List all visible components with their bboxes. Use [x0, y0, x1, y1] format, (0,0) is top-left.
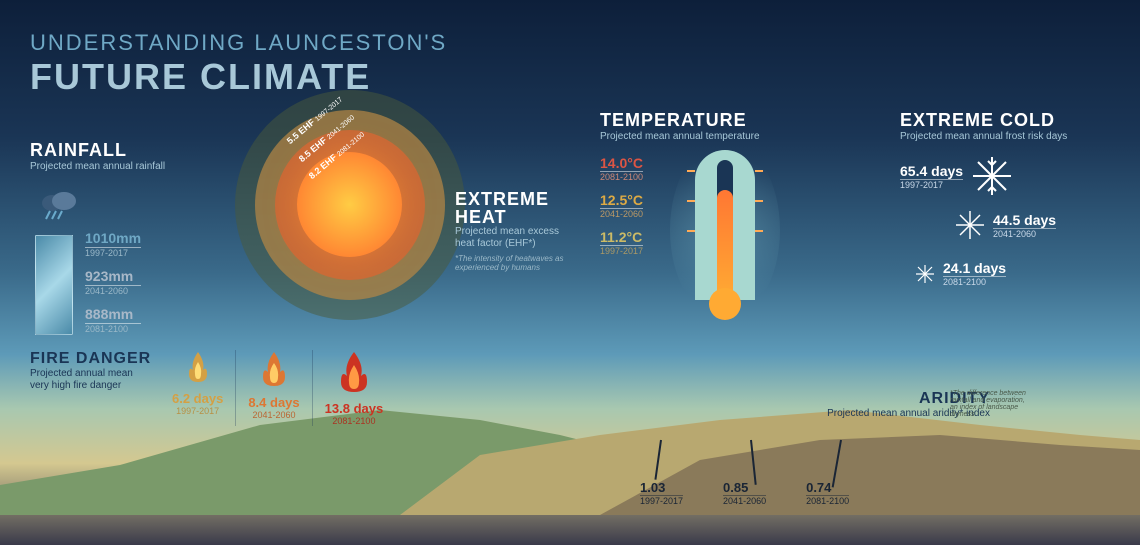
rainfall-row: 1010mm 1997-2017: [85, 230, 141, 258]
cold-value: 24.1 days: [943, 260, 1006, 277]
fire-value: 13.8 days: [325, 401, 384, 416]
aridity-value: 0.74: [806, 480, 849, 496]
snowflake-icon: [915, 264, 935, 284]
section-extreme-heat: 5.5 EHF 1997-2017 8.5 EHF 2041-2060 8.2 …: [230, 85, 490, 345]
aridity-col: 1.03 1997-2017: [640, 480, 683, 506]
cold-value: 65.4 days: [900, 163, 963, 180]
aridity-value: 1.03: [640, 480, 683, 496]
rainfall-subtitle: Projected mean annual rainfall: [30, 161, 210, 173]
temperature-row: 14.0°C 2081-2100: [600, 155, 643, 182]
fire-period: 2081-2100: [325, 416, 384, 426]
fire-columns: 6.2 days 1997-2017 8.4 days 2041-2060 13…: [160, 350, 395, 426]
rain-cloud-icon: [38, 191, 78, 221]
rainfall-row: 888mm 2081-2100: [85, 306, 141, 334]
snowflake-icon: [971, 155, 1013, 197]
rainfall-bar: [35, 235, 73, 335]
cold-row: 65.4 days 1997-2017: [900, 155, 1013, 197]
aridity-value: 0.85: [723, 480, 766, 496]
fire-col: 6.2 days 1997-2017: [160, 350, 235, 426]
header-line1: UNDERSTANDING LAUNCESTON'S: [30, 30, 447, 56]
temperature-title: TEMPERATURE: [600, 110, 850, 131]
fire-period: 2041-2060: [248, 410, 299, 420]
rainfall-period: 2041-2060: [85, 286, 141, 296]
rainfall-value: 923mm: [85, 268, 141, 286]
rainfall-row: 923mm 2041-2060: [85, 268, 141, 296]
section-fire-danger: FIRE DANGER Projected annual mean very h…: [30, 350, 450, 392]
fire-value: 8.4 days: [248, 395, 299, 410]
extreme-cold-subtitle: Projected mean annual frost risk days: [900, 131, 1130, 143]
temperature-value: 12.5°C: [600, 192, 643, 209]
section-rainfall: RAINFALL Projected mean annual rainfall …: [30, 140, 210, 226]
fire-col: 13.8 days 2081-2100: [312, 350, 396, 426]
fire-period: 1997-2017: [172, 406, 223, 416]
extreme-heat-title: EXTREME HEAT: [455, 190, 575, 226]
aridity-period: 2081-2100: [806, 496, 849, 506]
temperature-value: 14.0°C: [600, 155, 643, 172]
temperature-values: 14.0°C 2081-2100 12.5°C 2041-2060 11.2°C…: [600, 155, 643, 266]
aridity-period: 2041-2060: [723, 496, 766, 506]
thermometer-icon: [695, 150, 755, 300]
rainfall-values: 1010mm 1997-2017 923mm 2041-2060 888mm 2…: [85, 230, 141, 344]
aridity-period: 1997-2017: [640, 496, 683, 506]
flame-icon: [183, 350, 213, 384]
extreme-heat-note: *The intensity of heatwaves as experienc…: [455, 254, 575, 272]
cold-row: 24.1 days 2081-2100: [915, 260, 1006, 287]
temperature-value: 11.2°C: [600, 229, 643, 246]
extreme-heat-text: EXTREME HEAT Projected mean excess heat …: [455, 190, 575, 272]
snowflake-icon: [955, 210, 985, 240]
temperature-row: 11.2°C 1997-2017: [600, 229, 643, 256]
aridity-note: *The difference between rainfall and eva…: [950, 390, 1030, 418]
cold-period: 2081-2100: [943, 277, 1006, 287]
rainfall-value: 1010mm: [85, 230, 141, 248]
fire-value: 6.2 days: [172, 391, 223, 406]
temperature-period: 2081-2100: [600, 172, 643, 182]
cold-value: 44.5 days: [993, 212, 1056, 229]
extreme-heat-subtitle: Projected mean excess heat factor (EHF*): [455, 226, 575, 250]
section-aridity: ARIDITY Projected mean annual aridity* i…: [720, 390, 1120, 420]
section-temperature: TEMPERATURE Projected mean annual temper…: [600, 110, 850, 143]
cold-period: 2041-2060: [993, 229, 1056, 239]
rainfall-value: 888mm: [85, 306, 141, 324]
rainfall-period: 2081-2100: [85, 324, 141, 334]
temperature-period: 1997-2017: [600, 246, 643, 256]
section-extreme-cold: EXTREME COLD Projected mean annual frost…: [900, 110, 1130, 143]
rainfall-period: 1997-2017: [85, 248, 141, 258]
fire-col: 8.4 days 2041-2060: [235, 350, 311, 426]
aridity-values: 1.03 1997-2017 0.85 2041-2060 0.74 2081-…: [640, 480, 849, 506]
extreme-cold-title: EXTREME COLD: [900, 110, 1130, 131]
rainfall-title: RAINFALL: [30, 140, 210, 161]
cold-period: 1997-2017: [900, 180, 963, 190]
fire-subtitle: Projected annual mean very high fire dan…: [30, 368, 140, 392]
temperature-row: 12.5°C 2041-2060: [600, 192, 643, 219]
cold-row: 44.5 days 2041-2060: [955, 210, 1056, 240]
flame-icon: [257, 350, 291, 388]
aridity-col: 0.74 2081-2100: [806, 480, 849, 506]
aridity-col: 0.85 2041-2060: [723, 480, 766, 506]
flame-icon: [334, 350, 374, 394]
temperature-period: 2041-2060: [600, 209, 643, 219]
